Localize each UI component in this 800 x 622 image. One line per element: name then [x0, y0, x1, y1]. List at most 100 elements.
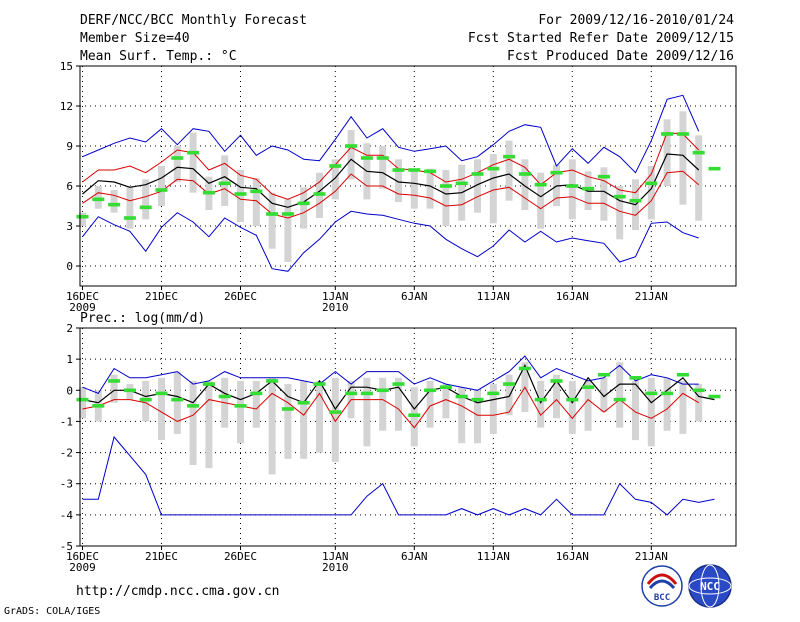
temperature-box-day-18: [347, 130, 355, 180]
precipitation-plot-frame: [79, 327, 737, 547]
precipitation-max-line: [82, 355, 699, 395]
precipitation-obs-day-17: [329, 410, 342, 414]
temperature-box-day-10: [221, 155, 229, 206]
precipitation-ytick-label: -5: [60, 540, 73, 553]
precipitation-obs-day-28: [503, 382, 516, 386]
ncc-logo: NCC: [688, 564, 732, 608]
precipitation-box-day-23: [426, 380, 434, 428]
precipitation-obs-day-13: [266, 379, 279, 383]
temperature-min-line: [82, 210, 699, 272]
temperature-box-day-3: [110, 190, 118, 213]
precipitation-box-day-26: [474, 390, 481, 444]
precipitation-obs-day-9: [202, 382, 215, 386]
forecast-start-date: Fcst Started Refer Date 2009/12/15: [468, 31, 734, 46]
precipitation-variable-label: Prec.: log(mm/d): [80, 311, 205, 326]
temperature-mean-line: [82, 153, 700, 208]
precipitation-ytick-label: -3: [60, 478, 73, 491]
temperature-box-day-14: [284, 199, 292, 262]
temperature-box-day-4: [126, 186, 134, 229]
precipitation-obs-day-18: [345, 391, 358, 396]
temperature-obs-day-40: [692, 150, 705, 155]
temperature-box-day-23: [426, 168, 434, 209]
temperature-obs-series: [76, 132, 721, 220]
temperature-box-day-11: [237, 170, 244, 222]
temperature-box-day-35: [616, 186, 624, 240]
precipitation-obs-day-11: [234, 404, 247, 408]
precipitation-obs-day-21: [392, 382, 405, 386]
temperature-xtick-label: 26DEC: [224, 290, 257, 303]
precipitation-ytick-label: 2: [66, 322, 73, 335]
precipitation-obs-day-1: [76, 397, 89, 402]
temperature-box-day-22: [410, 170, 418, 209]
precipitation-lower-line: [82, 386, 699, 429]
precipitation-box-day-40: [695, 384, 703, 422]
precipitation-box-day-15: [300, 380, 308, 459]
temperature-obs-day-38: [661, 132, 674, 136]
precipitation-xtick-label: 16DEC: [66, 550, 99, 563]
member-size-label: Member Size=40: [80, 31, 190, 46]
precipitation-obs-day-5: [139, 397, 152, 402]
precipitation-box-day-24: [442, 384, 450, 419]
temperature-ytick-label: 9: [66, 140, 73, 153]
temperature-box-day-38: [663, 119, 671, 186]
temperature-obs-day-12: [250, 189, 263, 194]
bcc-logo-text: BCC: [654, 593, 670, 603]
temperature-box-day-27: [489, 154, 497, 224]
precipitation-box-day-8: [189, 380, 197, 466]
temperature-xtick-label: 21JAN: [635, 290, 668, 303]
precipitation-mean-line: [82, 363, 715, 411]
temperature-obs-day-7: [171, 156, 184, 160]
temperature-box-day-28: [505, 140, 513, 201]
bcc-logo-arc-red: [646, 573, 678, 585]
temperature-obs-day-29: [518, 172, 531, 176]
precipitation-box-day-1: [79, 387, 86, 419]
precipitation-obs-day-20: [376, 388, 389, 393]
temperature-obs-day-5: [139, 205, 152, 210]
temperature-xtick-label: 21DEC: [145, 290, 178, 303]
precipitation-box-day-31: [553, 374, 560, 419]
precipitation-xtick-sublabel: 2009: [69, 561, 96, 574]
chart-title: DERF/NCC/BCC Monthly Forecast: [80, 13, 307, 28]
temperature-obs-day-23: [424, 169, 437, 174]
temperature-obs-day-16: [313, 192, 326, 196]
precipitation-xtick-label: 21JAN: [635, 550, 668, 563]
temperature-box-day-2: [94, 186, 102, 209]
temperature-obs-day-28: [503, 154, 516, 159]
temperature-box-day-1: [79, 212, 86, 226]
precipitation-box-day-14: [284, 384, 292, 459]
temperature-obs-day-20: [376, 156, 389, 160]
precipitation-obs-day-16: [313, 382, 326, 386]
temperature-obs-day-9: [202, 190, 215, 195]
forecast-produced-date: Fcst Produced Date 2009/12/16: [507, 49, 734, 64]
precipitation-ytick-label: 0: [66, 384, 73, 397]
precipitation-box-day-16: [316, 380, 323, 453]
temperature-obs-day-21: [392, 168, 405, 172]
temperature-box-series: [79, 111, 703, 262]
temperature-obs-day-30: [534, 182, 547, 187]
precipitation-obs-day-29: [518, 366, 531, 371]
precipitation-obs-day-35: [613, 397, 626, 402]
temperature-box-day-6: [158, 166, 165, 206]
precipitation-box-day-19: [363, 377, 371, 447]
precipitation-obs-day-37: [645, 391, 658, 396]
precipitation-box-day-34: [600, 377, 608, 413]
precipitation-ytick-label: -4: [60, 509, 74, 522]
temperature-box-day-8: [189, 132, 197, 193]
precipitation-xtick-label: 11JAN: [477, 550, 510, 563]
temperature-obs-day-15: [297, 201, 310, 206]
temperature-obs-day-10: [218, 181, 231, 186]
precipitation-box-day-30: [537, 380, 545, 428]
temperature-obs-day-8: [187, 150, 200, 155]
precipitation-box-day-3: [110, 374, 118, 403]
temperature-box-day-40: [695, 135, 703, 221]
precipitation-obs-day-7: [171, 397, 184, 402]
temperature-plot-frame: [79, 65, 737, 287]
precipitation-box-day-13: [268, 377, 276, 475]
precipitation-obs-day-8: [187, 404, 200, 408]
precipitation-obs-day-40: [692, 388, 705, 393]
temperature-xtick-label: 1JAN: [322, 290, 349, 303]
temperature-obs-day-14: [281, 212, 294, 216]
source-url[interactable]: http://cmdp.ncc.cma.gov.cn: [76, 584, 280, 599]
temperature-xtick-label: 11JAN: [477, 290, 510, 303]
